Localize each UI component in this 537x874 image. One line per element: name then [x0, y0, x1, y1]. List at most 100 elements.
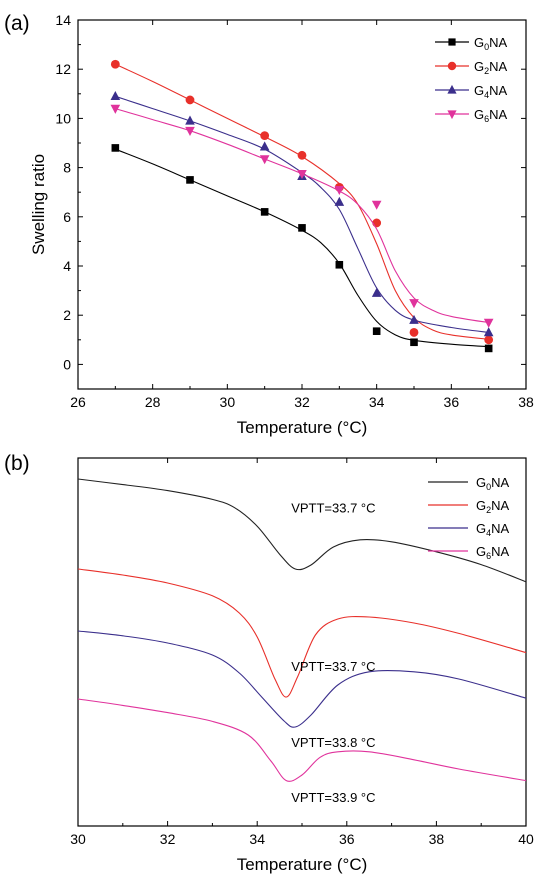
data-point-a [110, 90, 121, 101]
legend-name-part: G [474, 35, 484, 50]
plot-frame-a [77, 19, 527, 390]
series-a-G6NA [110, 104, 494, 328]
legend-name-subscript: 6 [484, 114, 489, 124]
legend-name-subscript: 6 [486, 551, 491, 561]
dsc-curve-b [77, 478, 527, 583]
legend-label-b: G0NA [476, 475, 510, 492]
vptt-annotation: VPTT=33.8 °C [291, 735, 375, 750]
legend-marker-a [447, 61, 457, 71]
legend-label-a: G0NA [474, 35, 508, 52]
legend-name-subscript: 0 [484, 42, 489, 52]
y-tick-label-a: 10 [55, 110, 71, 126]
legend-name-part: NA [489, 59, 507, 74]
y-tick-label-a: 12 [55, 61, 71, 77]
y-tick-label-a: 2 [63, 307, 71, 323]
vptt-annotation: VPTT=33.7 °C [291, 500, 375, 515]
series-a-G0NA [111, 144, 493, 353]
data-point-a [110, 59, 120, 69]
x-tick-label-b: 32 [160, 831, 176, 847]
data-point-a [484, 344, 493, 353]
legend-name-part: NA [491, 544, 509, 559]
data-point-a [185, 115, 195, 125]
data-point-a [110, 104, 121, 114]
legend-label-a: G2NA [474, 59, 508, 76]
x-tick-label-b: 34 [249, 831, 265, 847]
legend-name-part: G [474, 83, 484, 98]
legend-marker-a [447, 110, 457, 120]
data-point-a [334, 196, 345, 206]
series-b-G0NA: VPTT=33.7 °C [77, 478, 527, 583]
data-point-a [409, 314, 419, 324]
data-point-a [484, 335, 494, 345]
legend-name-subscript: 2 [484, 66, 489, 76]
chart-a: (a)26 28 30 32 34 36 3802468101214Temperature … [4, 12, 534, 437]
data-point-a [371, 287, 382, 297]
y-tick-label-a: 8 [63, 160, 71, 176]
legend-name-part: G [476, 544, 486, 559]
legend-label-a: G4NA [474, 83, 508, 100]
panel-label-b: (b) [4, 452, 30, 475]
legend-name-subscript: 2 [486, 505, 491, 515]
dsc-curve-b [77, 630, 527, 728]
legend-label-a: G6NA [474, 107, 508, 124]
dsc-curve-b [77, 698, 527, 782]
vptt-annotation: VPTT=33.9 °C [291, 790, 375, 805]
legend-name-part: NA [489, 107, 507, 122]
legend-name-part: NA [489, 35, 507, 50]
y-tick-label-a: 6 [63, 209, 71, 225]
legend-name-part: NA [491, 475, 509, 490]
data-point-a [111, 144, 120, 152]
x-tick-label-a: 26 [70, 394, 86, 410]
x-tick-label-a: 30 [220, 394, 236, 410]
legend-label-b: G6NA [476, 544, 510, 561]
series-a-G4NA [110, 90, 494, 337]
fit-curve-a [115, 95, 489, 333]
fit-curve-a [115, 63, 489, 340]
data-point-a [335, 260, 344, 269]
x-tick-label-a: 38 [518, 394, 534, 410]
legend-name-part: G [474, 59, 484, 74]
y-tick-label-a: 4 [63, 258, 71, 274]
data-point-a [372, 327, 381, 335]
legend-label-b: G4NA [476, 521, 510, 538]
legend-name-part: G [476, 475, 486, 490]
data-point-a [260, 131, 270, 141]
series-b-G6NA: VPTT=33.9 °C [77, 698, 527, 805]
panel-label-a: (a) [4, 12, 30, 35]
data-point-a [409, 299, 419, 309]
legend-name-part: G [474, 107, 484, 122]
data-point-a [409, 328, 419, 337]
data-point-a [185, 95, 195, 105]
data-point-a [483, 327, 494, 337]
data-point-a [186, 176, 194, 184]
y-tick-label-a: 14 [55, 12, 71, 28]
legend-marker-a [447, 84, 457, 94]
data-point-a [298, 224, 306, 232]
data-point-a [260, 208, 269, 216]
data-point-a [259, 155, 270, 165]
x-tick-label-a: 34 [369, 394, 385, 410]
data-point-a [297, 150, 307, 160]
legend-name-part: G [476, 521, 486, 536]
legend-name-subscript: 0 [486, 482, 491, 492]
legend-name-subscript: 4 [486, 528, 491, 538]
data-point-a [483, 318, 494, 328]
x-axis-label-b: Temperature (°C) [237, 855, 368, 874]
legend-marker-a [448, 38, 456, 46]
vptt-annotation: VPTT=33.7 °C [291, 659, 375, 674]
legend-label-b: G2NA [476, 498, 510, 515]
data-point-a [297, 169, 307, 180]
data-point-a [334, 185, 345, 196]
x-tick-label-b: 30 [70, 831, 86, 847]
x-tick-label-b: 38 [429, 831, 445, 847]
x-tick-label-a: 36 [444, 394, 460, 410]
x-tick-label-b: 36 [339, 831, 355, 847]
data-point-a [371, 200, 382, 210]
x-tick-label-b: 40 [518, 831, 534, 847]
y-tick-label-a: 0 [63, 356, 71, 372]
x-tick-label-a: 32 [294, 394, 310, 410]
